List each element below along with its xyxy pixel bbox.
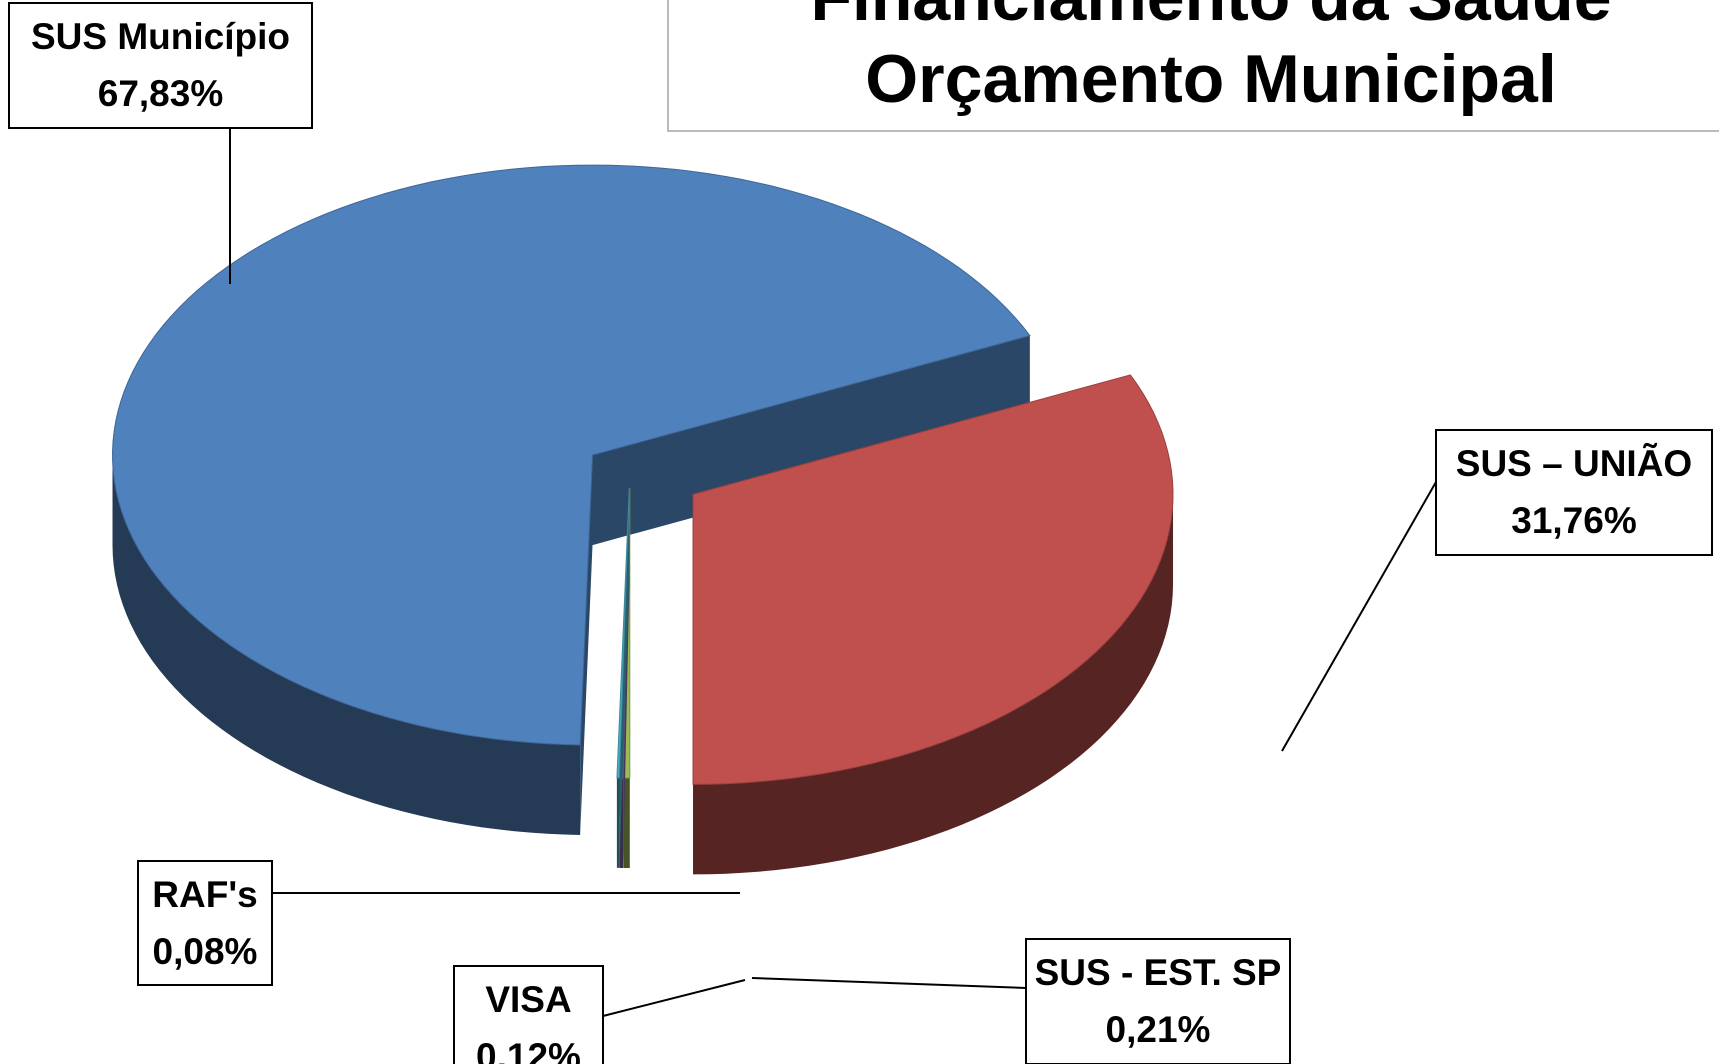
chart-subtitle: Orçamento Municipal: [865, 41, 1556, 117]
value-label: 0,21%: [1106, 1009, 1211, 1050]
leader-line: [1282, 482, 1436, 751]
leader-line: [752, 978, 1026, 988]
category-label: RAF's: [152, 874, 257, 915]
slice-side: [617, 778, 619, 868]
value-label: 0,12%: [476, 1036, 581, 1064]
chart-title: Financiamento da Saúde: [810, 0, 1611, 35]
category-label: SUS Município: [31, 16, 290, 57]
value-label: 0,08%: [153, 931, 258, 972]
leader-line: [603, 980, 745, 1016]
category-label: SUS - EST. SP: [1035, 952, 1282, 993]
value-label: 31,76%: [1511, 500, 1637, 541]
category-label: VISA: [485, 979, 571, 1020]
value-label: 67,83%: [98, 73, 224, 114]
category-label: SUS – UNIÃO: [1456, 442, 1692, 484]
chart: Financiamento da Saúde Orçamento Municip…: [0, 0, 1719, 1064]
